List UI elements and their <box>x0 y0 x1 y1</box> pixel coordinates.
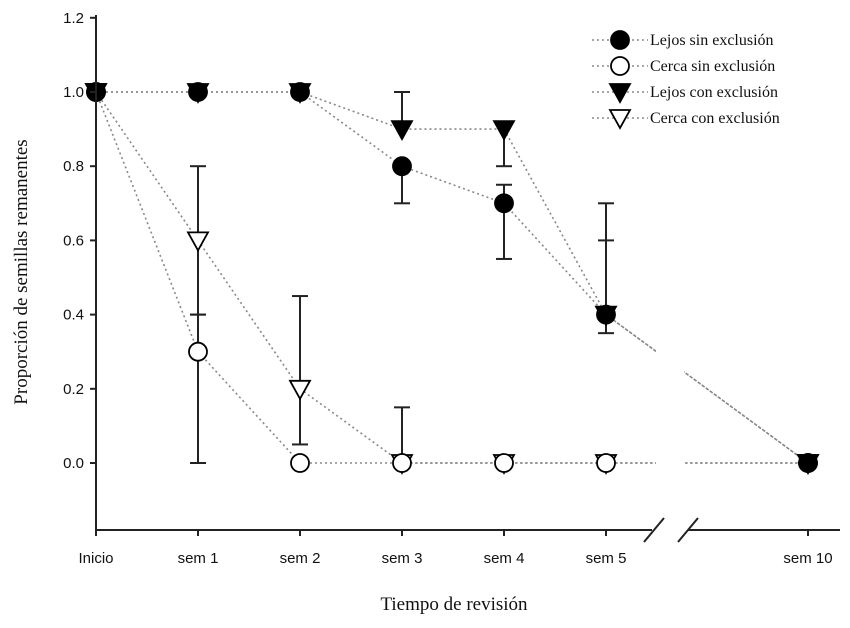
series-line <box>95 91 808 464</box>
data-point <box>494 193 514 214</box>
series-line <box>96 91 809 464</box>
y-tick-label: 0.6 <box>63 232 84 249</box>
data-point <box>186 231 210 253</box>
x-tick-label: sem 10 <box>783 550 832 567</box>
y-axis-label: Proporción de semillas remanentes <box>11 139 32 404</box>
data-point <box>596 304 616 325</box>
y-tick-label: 0.8 <box>63 158 84 175</box>
data-point <box>290 453 310 473</box>
series-line <box>95 91 808 464</box>
axis-break-mark <box>643 517 665 543</box>
data-points <box>84 82 820 475</box>
x-tick-label: sem 5 <box>586 550 627 567</box>
data-point <box>494 453 514 473</box>
series-lines <box>95 91 809 464</box>
data-point <box>798 453 818 473</box>
y-tick-label: 0.2 <box>63 381 84 398</box>
y-tick-label: 0.4 <box>63 307 84 324</box>
y-tick-label: 1.2 <box>63 10 84 27</box>
data-point <box>288 379 312 401</box>
x-tick-label: sem 1 <box>178 550 219 567</box>
legend-label: Lejos con exclusión <box>650 84 778 101</box>
x-tick-label: sem 4 <box>484 550 525 567</box>
legend-marker <box>608 109 632 130</box>
legend-label: Cerca con exclusión <box>650 110 780 127</box>
axis-break-mark <box>677 517 699 543</box>
legend-label: Lejos sin exclusión <box>650 32 774 49</box>
data-point <box>392 156 412 177</box>
y-ticks: 0.0 0.2 0.4 0.6 0.8 1.0 1.2 <box>63 10 96 472</box>
x-axis-label: Tiempo de revisión <box>380 594 528 615</box>
x-tick-label: sem 2 <box>280 550 321 567</box>
error-bars <box>190 91 614 464</box>
y-tick-label: 1.0 <box>63 84 84 101</box>
data-point <box>390 120 414 141</box>
x-tick-label: sem 3 <box>382 550 423 567</box>
data-point <box>290 82 310 102</box>
data-point <box>492 120 516 141</box>
axis-break-gap <box>656 10 684 525</box>
data-point <box>596 453 616 473</box>
data-point <box>188 82 208 102</box>
legend-label: Cerca sin exclusión <box>650 58 775 75</box>
legend-marker <box>608 83 632 104</box>
data-point <box>188 341 208 362</box>
axes <box>95 15 840 543</box>
series-line <box>96 91 809 464</box>
x-tick-label: Inicio <box>78 550 113 567</box>
legend-marker <box>610 56 630 76</box>
data-point <box>392 453 412 473</box>
y-tick-label: 0.0 <box>63 455 84 472</box>
legend: Lejos sin exclusión Cerca sin exclusión Le… <box>592 30 780 130</box>
legend-marker <box>610 30 630 50</box>
x-ticks: Inicio sem 1 sem 2 sem 3 sem 4 sem 5 sem 10 <box>78 530 833 567</box>
